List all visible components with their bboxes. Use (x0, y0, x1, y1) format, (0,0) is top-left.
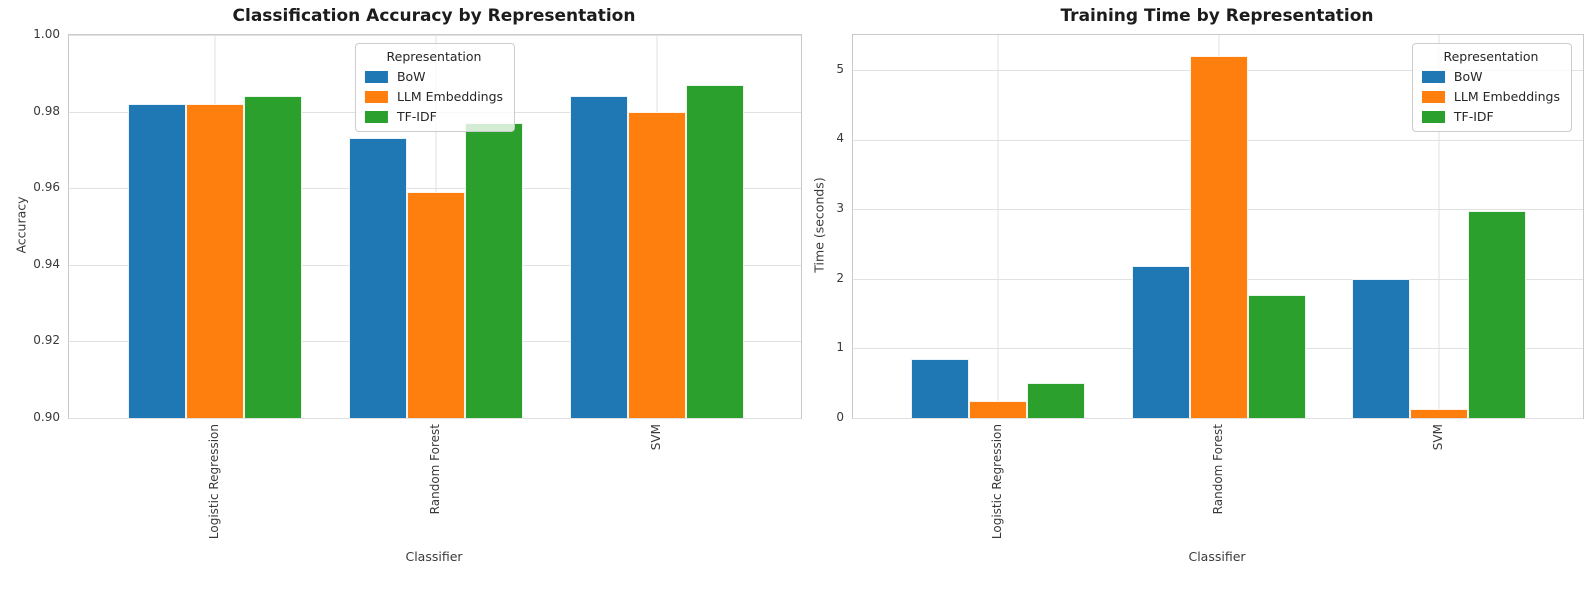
bar-bow (1131, 266, 1190, 418)
x-axis-label: Classifier (405, 549, 463, 564)
plot-area: Representation BoW LLM Embeddings TF-IDF (852, 34, 1584, 419)
legend: Representation BoW LLM Embeddings TF-IDF (354, 43, 516, 132)
x-tick-labels: Logistic Regression Random Forest SVM (852, 424, 1582, 556)
bar-llm-embeddings (1410, 408, 1469, 418)
bar-llm-embeddings (627, 111, 686, 418)
bow-color-swatch (1421, 70, 1445, 83)
gridline (69, 188, 801, 190)
y-tick-label: 0.90 (33, 410, 60, 424)
bar-bow (348, 138, 407, 418)
y-tick-label: 0.98 (33, 103, 60, 118)
x-tick-svm: SVM (1431, 424, 1446, 451)
bar-llm-embeddings (1189, 55, 1248, 418)
legend-title: Representation (1443, 49, 1539, 64)
y-axis-label: Time (seconds) (811, 177, 827, 273)
bow-color-swatch (364, 70, 388, 83)
y-tick-label: 2 (836, 270, 844, 285)
legend-item-bow: BoW (1421, 69, 1560, 84)
y-axis-label: Accuracy (13, 196, 29, 254)
bar-group-random-forest (348, 35, 523, 418)
training-time-chart: Training Time by Representation Time (se… (795, 0, 1590, 590)
bar-llm-embeddings (185, 103, 244, 418)
plot-area: Representation BoW LLM Embeddings TF-IDF (68, 34, 802, 419)
legend-title: Representation (386, 49, 482, 64)
bar-llm-embeddings (969, 400, 1028, 418)
gridline (853, 418, 1583, 419)
llm-embeddings-color-swatch (364, 90, 388, 103)
bar-bow (569, 96, 628, 418)
gridline (1438, 35, 1440, 418)
y-tick-label: 0 (836, 410, 844, 424)
x-tick-random-forest: Random Forest (427, 424, 442, 515)
y-tick-label: 4 (836, 131, 844, 146)
y-tick-label: 0.94 (33, 256, 60, 271)
bar-bow (1352, 278, 1411, 418)
chart-title: Training Time by Representation (1060, 6, 1374, 26)
y-tick-label: 1.00 (33, 27, 60, 41)
x-tick-svm: SVM (648, 424, 663, 451)
y-tick-label: 1 (836, 340, 844, 355)
x-tick-logistic-regression: Logistic Regression (990, 424, 1005, 540)
bar-bow (127, 103, 186, 418)
x-tick-random-forest: Random Forest (1210, 424, 1225, 515)
bar-bow (911, 358, 970, 418)
llm-embeddings-color-swatch (1421, 90, 1445, 103)
y-tick-label: 0.96 (33, 180, 60, 195)
chart-title: Classification Accuracy by Representatio… (232, 6, 636, 26)
bar-tf-idf (1468, 210, 1527, 418)
bar-tf-idf (243, 96, 302, 418)
legend-item-tf-idf: TF-IDF (1421, 109, 1560, 124)
bar-group-logistic-regression (127, 35, 302, 418)
bar-llm-embeddings (406, 192, 465, 418)
bar-group-svm (1352, 35, 1527, 418)
tf-idf-color-swatch (1421, 110, 1445, 123)
legend-item-tf-idf: TF-IDF (364, 109, 503, 124)
gridline (69, 418, 801, 419)
y-tick-label: 0.92 (33, 333, 60, 348)
gridline (69, 35, 801, 36)
x-axis-label: Classifier (1188, 549, 1246, 564)
y-tick-label: 5 (836, 61, 844, 76)
x-tick-logistic-regression: Logistic Regression (206, 424, 221, 540)
bar-group-logistic-regression (911, 35, 1086, 418)
bar-group-random-forest (1131, 35, 1306, 418)
bar-tf-idf (1027, 383, 1086, 418)
gridline (997, 35, 999, 418)
legend: Representation BoW LLM Embeddings TF-IDF (1411, 43, 1572, 132)
bar-tf-idf (1247, 294, 1306, 418)
legend-item-bow: BoW (364, 69, 503, 84)
bar-group-svm (569, 35, 744, 418)
bar-tf-idf (685, 84, 744, 418)
y-tick-label: 3 (836, 201, 844, 216)
legend-item-llm-embeddings: LLM Embeddings (1421, 89, 1560, 104)
accuracy-chart: Classification Accuracy by Representatio… (13, 6, 802, 564)
tf-idf-color-swatch (364, 110, 388, 123)
x-tick-labels: Logistic Regression Random Forest SVM (68, 424, 800, 556)
bar-tf-idf (464, 123, 523, 418)
legend-item-llm-embeddings: LLM Embeddings (364, 89, 503, 104)
